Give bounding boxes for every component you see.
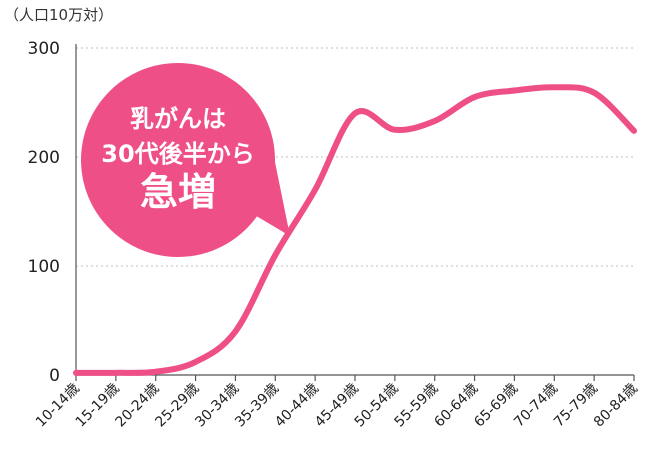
y-axis-unit-label: （人口10万対） xyxy=(4,6,114,24)
callout-bubble-shape xyxy=(80,62,290,257)
series-line xyxy=(73,84,637,376)
y-tick-label: 0 xyxy=(49,366,60,386)
y-tick-label: 300 xyxy=(28,39,60,59)
callout-bubble: 乳がんは 30代後半から 急増 xyxy=(80,62,290,257)
series-layer xyxy=(73,84,637,376)
x-axis: 10-14歳15-19歳20-24歳25-29歳30-34歳35-39歳40-4… xyxy=(33,374,641,431)
callout-line-2: 30代後半から xyxy=(101,140,254,168)
callout-line-1: 乳がんは xyxy=(130,105,226,133)
y-tick-label: 200 xyxy=(28,148,60,168)
x-tick-label: 80-84歳 xyxy=(591,381,641,431)
y-axis: 0 100 200 300 xyxy=(28,39,77,386)
grid-lines xyxy=(76,47,634,267)
y-tick-label: 100 xyxy=(28,257,60,277)
callout-line-3: 急増 xyxy=(140,170,216,214)
